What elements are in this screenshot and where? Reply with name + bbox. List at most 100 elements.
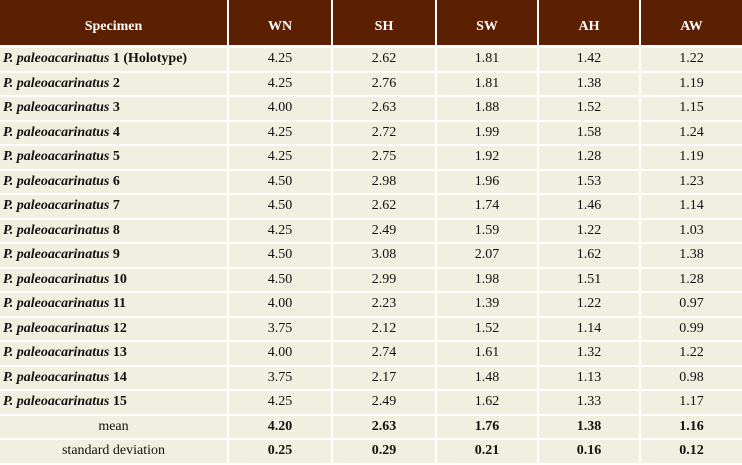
value-cell: 1.46 [538,194,641,220]
value-cell: 2.23 [332,292,437,318]
value-cell: 4.25 [228,71,333,97]
specimen-number: 7 [112,198,120,214]
summary-label: mean [0,414,229,440]
header-cell: SW [436,0,539,48]
specimen-row: P. paleoacarinatus 14 3.75 2.17 1.48 1.13 0.9… [0,365,742,391]
value-cell: 1.81 [436,46,539,73]
specimen-row: P. paleoacarinatus 13 4.00 2.74 1.61 1.32 1.2… [0,341,742,367]
species-name: P. paleoacarinatus [3,345,110,361]
value-cell: 1.23 [640,169,742,195]
value-cell: 2.76 [332,71,437,97]
value-cell: 1.14 [640,194,742,220]
specimen-number: 5 [112,149,120,165]
value-cell: 4.50 [228,194,333,220]
value-cell: 2.74 [332,341,437,367]
header-row: Specimen WN SH SW AH AW [0,0,742,48]
value-cell: 2.63 [332,96,437,122]
specimen-row: P. paleoacarinatus 2 4.25 2.76 1.81 1.38 1.19 [0,71,742,97]
header-cell: WN [228,0,333,48]
specimen-number: 13 [112,345,127,361]
specimen-cell: P. paleoacarinatus 7 [0,194,229,220]
value-cell: 1.32 [538,341,641,367]
value-cell: 1.58 [538,120,641,146]
value-cell: 1.38 [538,71,641,97]
specimen-cell: P. paleoacarinatus 5 [0,145,229,171]
value-cell: 1.33 [538,390,641,416]
specimen-row: P. paleoacarinatus 7 4.50 2.62 1.74 1.46 1.14 [0,194,742,220]
species-name: P. paleoacarinatus [3,247,110,263]
specimen-cell: P. paleoacarinatus 2 [0,71,229,97]
summary-value: 1.76 [436,414,539,440]
value-cell: 1.98 [436,267,539,293]
value-cell: 1.88 [436,96,539,122]
value-cell: 2.72 [332,120,437,146]
value-cell: 4.25 [228,46,333,73]
specimen-number: 6 [112,173,120,189]
value-cell: 1.14 [538,316,641,342]
value-cell: 0.98 [640,365,742,391]
species-name: P. paleoacarinatus [3,394,110,410]
value-cell: 4.00 [228,292,333,318]
specimen-number: 2 [112,75,120,91]
specimen-number: 1 (Holotype) [112,51,188,67]
value-cell: 2.75 [332,145,437,171]
header-cell: AW [640,0,742,48]
value-cell: 2.12 [332,316,437,342]
value-cell: 3.75 [228,316,333,342]
value-cell: 1.62 [436,390,539,416]
value-cell: 1.51 [538,267,641,293]
specimen-cell: P. paleoacarinatus 4 [0,120,229,146]
specimen-cell: P. paleoacarinatus 10 [0,267,229,293]
value-cell: 1.22 [538,292,641,318]
value-cell: 4.50 [228,243,333,269]
summary-value: 1.38 [538,414,641,440]
value-cell: 4.50 [228,267,333,293]
value-cell: 1.28 [538,145,641,171]
value-cell: 1.52 [436,316,539,342]
value-cell: 1.81 [436,71,539,97]
summary-label: standard deviation [0,439,229,465]
specimen-row: P. paleoacarinatus 15 4.25 2.49 1.62 1.33 1.1… [0,390,742,416]
value-cell: 4.50 [228,169,333,195]
header-cell: AH [538,0,641,48]
specimen-cell: P. paleoacarinatus 1 (Holotype) [0,46,229,73]
specimen-cell: P. paleoacarinatus 11 [0,292,229,318]
species-name: P. paleoacarinatus [3,75,110,91]
specimen-number: 12 [112,320,127,336]
value-cell: 2.49 [332,218,437,244]
species-name: P. paleoacarinatus [3,149,110,165]
value-cell: 1.96 [436,169,539,195]
value-cell: 2.62 [332,194,437,220]
summary-value: 0.16 [538,439,641,465]
specimen-number: 8 [112,222,120,238]
summary-value: 4.20 [228,414,333,440]
value-cell: 1.52 [538,96,641,122]
value-cell: 1.74 [436,194,539,220]
specimen-row: P. paleoacarinatus 1 (Holotype) 4.25 2.62 1… [0,46,742,73]
value-cell: 4.00 [228,341,333,367]
value-cell: 2.49 [332,390,437,416]
value-cell: 0.99 [640,316,742,342]
value-cell: 1.53 [538,169,641,195]
value-cell: 0.97 [640,292,742,318]
specimen-number: 10 [112,271,127,287]
value-cell: 1.42 [538,46,641,73]
value-cell: 4.25 [228,218,333,244]
value-cell: 1.22 [538,218,641,244]
value-cell: 1.13 [538,365,641,391]
value-cell: 1.22 [640,341,742,367]
species-name: P. paleoacarinatus [3,222,110,238]
value-cell: 1.24 [640,120,742,146]
value-cell: 1.48 [436,365,539,391]
specimen-cell: P. paleoacarinatus 3 [0,96,229,122]
value-cell: 1.61 [436,341,539,367]
value-cell: 4.25 [228,390,333,416]
specimen-cell: P. paleoacarinatus 6 [0,169,229,195]
value-cell: 1.17 [640,390,742,416]
species-name: P. paleoacarinatus [3,100,110,116]
header-cell: Specimen [0,0,229,48]
specimen-row: P. paleoacarinatus 9 4.50 3.08 2.07 1.62 1.38 [0,243,742,269]
species-name: P. paleoacarinatus [3,369,110,385]
